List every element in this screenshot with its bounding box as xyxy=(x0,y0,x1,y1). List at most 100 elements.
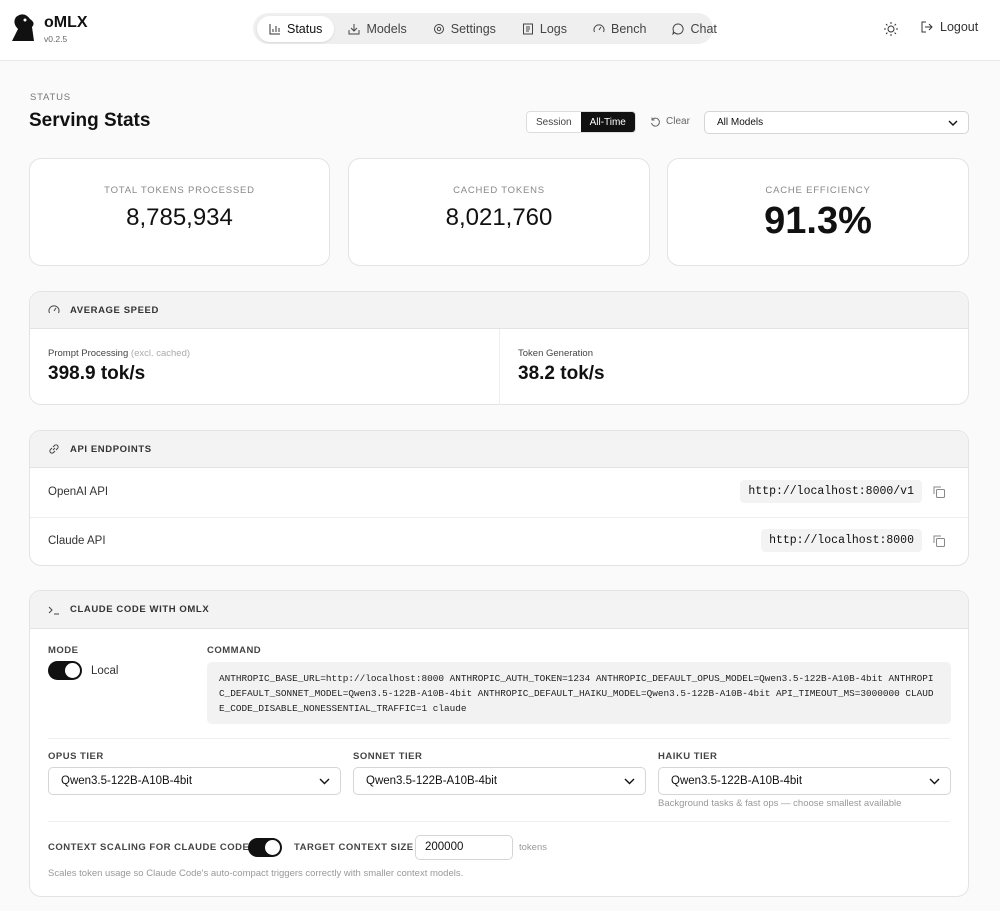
tier-label: HAIKU TIER xyxy=(658,751,718,762)
nav: Status Models Settings Logs Bench Chat xyxy=(253,13,717,44)
icon xyxy=(48,606,59,614)
stat-card: TOTAL TOKENS PROCESSED 8,785,934 xyxy=(29,158,330,266)
command-label: COMMAND xyxy=(207,645,262,656)
copy-button[interactable] xyxy=(933,535,945,547)
endpoint-name: OpenAI API xyxy=(48,486,109,498)
speed-label: Token Generation xyxy=(518,348,593,359)
target-unit: tokens xyxy=(519,842,547,853)
divider xyxy=(48,821,950,822)
nav-item[interactable]: Chat xyxy=(660,16,728,42)
endpoint-name: Claude API xyxy=(48,535,106,547)
icon xyxy=(921,21,933,33)
nav-label: Settings xyxy=(450,21,496,36)
select-value: All Models xyxy=(717,117,764,128)
nav-item[interactable]: Settings xyxy=(421,16,508,42)
header: oMLX v0.2.5 Status Models Settings Logs … xyxy=(0,0,1000,61)
section-header: AVERAGE SPEED xyxy=(30,292,968,329)
speed-value: 38.2 tok/s xyxy=(518,363,605,384)
logo xyxy=(12,14,34,41)
icon xyxy=(48,305,60,314)
nav-item[interactable]: Status xyxy=(257,15,335,42)
chevron xyxy=(929,778,940,784)
footnote: Scales token usage so Claude Code's auto… xyxy=(48,868,464,879)
icon xyxy=(593,23,605,32)
nav-label: Logs xyxy=(539,21,568,36)
endpoint-url: http://localhost:8000 xyxy=(761,529,922,552)
endpoint-url: http://localhost:8000/v1 xyxy=(740,480,922,503)
chevron xyxy=(948,120,958,126)
stat-value: 91.3% xyxy=(764,200,872,242)
tier-select[interactable]: Qwen3.5-122B-A10B-4bit xyxy=(48,767,341,795)
clear-button[interactable]: Clear xyxy=(650,116,690,127)
toggle-option[interactable]: All-Time xyxy=(580,112,635,132)
mode-label: MODE xyxy=(48,645,79,656)
label-text: Prompt Processing xyxy=(48,348,129,359)
nav-label: Models xyxy=(366,21,407,36)
speed-card: AVERAGE SPEED Prompt Processing (excl. c… xyxy=(29,291,969,405)
nav-label: Bench xyxy=(611,21,647,36)
context-scaling-toggle[interactable] xyxy=(248,838,282,857)
command-block: ANTHROPIC_BASE_URL=http://localhost:8000… xyxy=(207,662,951,724)
icon xyxy=(651,117,660,127)
icon xyxy=(433,23,444,34)
section-title: CLAUDE CODE WITH OMLX xyxy=(70,604,210,615)
stat-label: TOTAL TOKENS PROCESSED xyxy=(104,185,255,196)
chevron xyxy=(319,778,330,784)
select-value: Qwen3.5-122B-A10B-4bit xyxy=(61,775,193,787)
mode-value: Local xyxy=(91,665,119,677)
logout-label: Logout xyxy=(940,20,979,34)
mode-toggle[interactable] xyxy=(48,661,82,680)
target-input[interactable]: 200000 xyxy=(415,835,513,860)
tier-label: OPUS TIER xyxy=(48,751,104,762)
claude-card: CLAUDE CODE WITH OMLX MODE Local COMMAND… xyxy=(29,590,969,897)
section-title: API ENDPOINTS xyxy=(70,443,152,455)
nav-label: Chat xyxy=(690,21,717,36)
tier-select[interactable]: Qwen3.5-122B-A10B-4bit xyxy=(658,767,951,795)
speed-label: Prompt Processing (excl. cached) xyxy=(48,348,190,359)
section-header: API ENDPOINTS xyxy=(30,431,968,468)
page-title: Serving Stats xyxy=(29,110,151,131)
stat-label: CACHED TOKENS xyxy=(453,185,545,196)
range-toggle: Session All-Time xyxy=(526,111,636,133)
stat-value: 8,021,760 xyxy=(445,204,553,231)
copy-button[interactable] xyxy=(933,486,945,498)
icon xyxy=(269,23,280,34)
chevron xyxy=(624,778,635,784)
tier-label: SONNET TIER xyxy=(353,751,423,762)
nav-item[interactable]: Logs xyxy=(510,16,579,42)
toggle-option[interactable]: Session xyxy=(527,112,581,132)
section-title: AVERAGE SPEED xyxy=(70,304,159,316)
context-scaling-label: CONTEXT SCALING FOR CLAUDE CODE xyxy=(48,842,250,853)
stat-value: 8,785,934 xyxy=(126,204,233,231)
icon xyxy=(522,23,533,34)
version: v0.2.5 xyxy=(44,34,68,44)
stat-card: CACHED TOKENS 8,021,760 xyxy=(348,158,650,266)
label-note: (excl. cached) xyxy=(130,348,191,359)
divider xyxy=(499,329,500,405)
theme-toggle[interactable] xyxy=(884,22,898,36)
nav-label: Status xyxy=(287,21,323,36)
target-label: TARGET CONTEXT SIZE xyxy=(294,842,414,853)
nav-item[interactable]: Bench xyxy=(581,16,658,42)
icon xyxy=(348,23,360,34)
tier-select[interactable]: Qwen3.5-122B-A10B-4bit xyxy=(353,767,646,795)
stat-card: CACHE EFFICIENCY 91.3% xyxy=(667,158,969,266)
select-value: Qwen3.5-122B-A10B-4bit xyxy=(671,775,803,787)
clear-label: Clear xyxy=(666,116,690,127)
speed-value: 398.9 tok/s xyxy=(48,363,146,384)
logout-button[interactable]: Logout xyxy=(921,20,978,34)
divider xyxy=(48,738,950,739)
select-value: Qwen3.5-122B-A10B-4bit xyxy=(366,775,498,787)
divider xyxy=(30,517,968,518)
stat-label: CACHE EFFICIENCY xyxy=(765,185,871,196)
nav-item[interactable]: Models xyxy=(336,16,418,42)
model-filter[interactable]: All Models xyxy=(704,111,969,134)
icon xyxy=(672,22,684,35)
eyebrow: STATUS xyxy=(30,92,71,103)
icon xyxy=(49,444,59,454)
api-card: API ENDPOINTS OpenAI API http://localhos… xyxy=(29,430,969,566)
section-header: CLAUDE CODE WITH OMLX xyxy=(30,591,968,629)
brand: oMLX xyxy=(44,14,88,31)
tier-hint: Background tasks & fast ops — choose sma… xyxy=(658,798,902,809)
